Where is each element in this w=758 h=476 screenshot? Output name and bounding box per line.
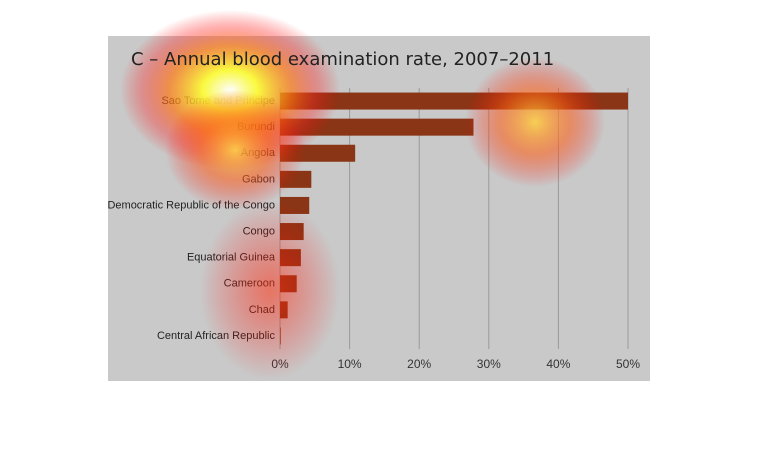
x-tick-label: 10%	[338, 357, 362, 371]
y-tick-label: Gabon	[242, 173, 275, 185]
bar	[280, 118, 474, 136]
bar	[280, 275, 297, 293]
x-tick-label: 40%	[546, 357, 570, 371]
y-tick-label: Democratic Republic of the Congo	[107, 199, 275, 211]
y-tick-label: Equatorial Guinea	[187, 252, 276, 264]
bar	[280, 223, 304, 241]
y-tick-label: Central African Republic	[157, 330, 276, 342]
bar	[280, 327, 281, 345]
y-tick-label: Chad	[249, 304, 275, 316]
bar	[280, 92, 628, 110]
y-tick-label: Congo	[243, 225, 275, 237]
x-tick-label: 0%	[271, 357, 289, 371]
y-tick-label: Burundi	[237, 121, 275, 133]
chart-title: C – Annual blood examination rate, 2007–…	[131, 49, 554, 70]
y-tick-label: Angola	[241, 147, 276, 159]
y-tick-label: Cameroon	[224, 278, 275, 290]
bar	[280, 144, 356, 162]
y-tick-label: Sao Tome and Principe	[161, 95, 275, 107]
bar	[280, 170, 312, 188]
bar	[280, 249, 301, 267]
x-tick-label: 20%	[407, 357, 431, 371]
x-tick-label: 30%	[477, 357, 501, 371]
bar	[280, 196, 310, 214]
bar	[280, 301, 288, 319]
x-tick-label: 50%	[616, 357, 640, 371]
